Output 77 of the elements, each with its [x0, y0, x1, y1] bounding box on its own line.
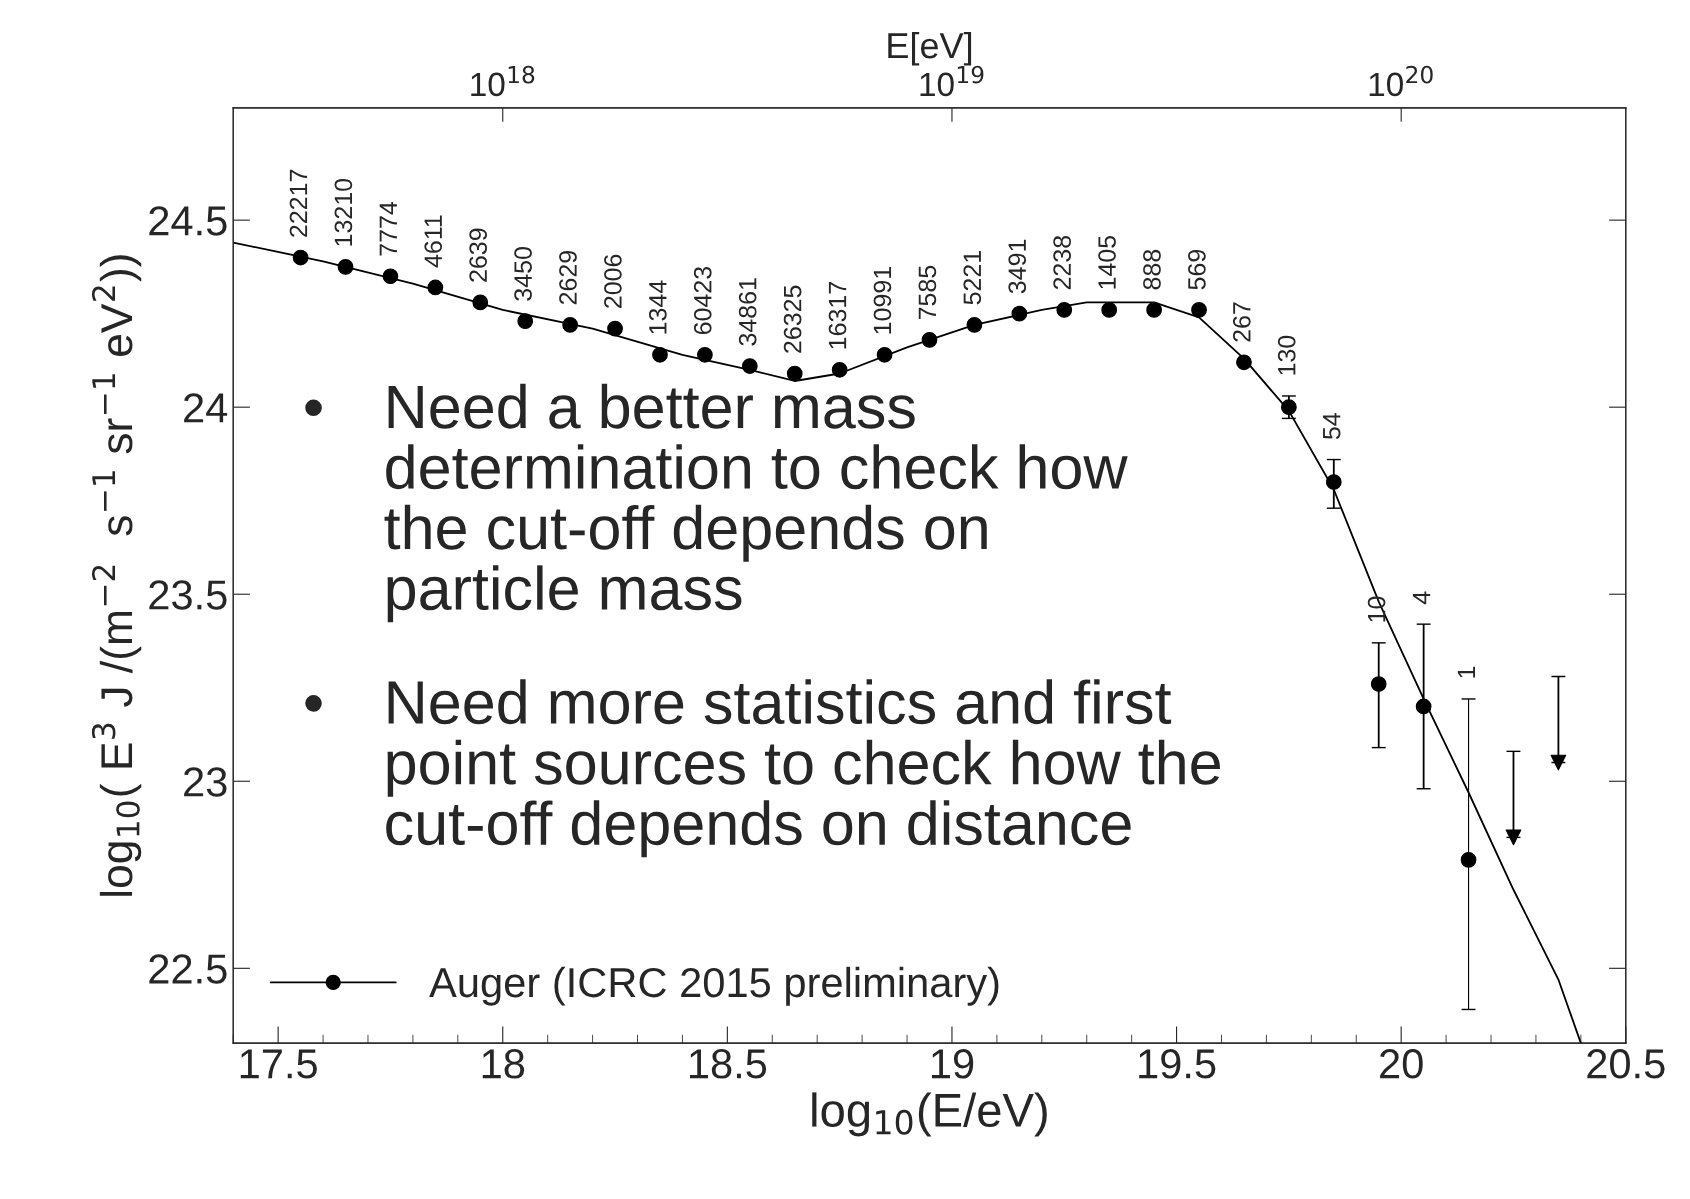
annotation: 10	[1367, 596, 1386, 622]
point	[1415, 698, 1432, 715]
point	[786, 365, 803, 382]
annotation: 888	[1143, 249, 1161, 290]
point	[1550, 754, 1567, 771]
annotation: 4	[1412, 591, 1431, 605]
x-tick-label: 17.5	[240, 1049, 317, 1079]
annotation: 2006	[604, 254, 622, 308]
annotation: 2639	[469, 228, 487, 282]
annotation: • Need a better mass determination to check how the cut-off depends on particle mass	[305, 383, 1128, 623]
annotation: • Need more statistics and first point sources to check how the cut-off depends on distance	[305, 679, 1220, 858]
point	[1505, 829, 1522, 846]
point	[741, 358, 758, 374]
x2-axis-title: E[eV]	[888, 31, 972, 66]
point	[1281, 399, 1297, 416]
x-tick-label: 19	[931, 1049, 974, 1079]
annotation: 3450	[514, 247, 532, 301]
x2-tick-label: 10$^{19}$	[920, 65, 984, 97]
x-tick-label: 20	[1380, 1049, 1423, 1079]
annotation: 16317	[828, 282, 847, 349]
point	[1325, 474, 1342, 490]
annotation: 7585	[918, 265, 937, 320]
point	[652, 346, 668, 363]
point	[517, 313, 534, 330]
point	[831, 361, 848, 378]
point	[1236, 354, 1252, 371]
annotation: 54	[1323, 413, 1341, 440]
y-tick-label: 23.5	[149, 580, 227, 610]
annotation: 1	[1457, 666, 1476, 678]
point	[697, 346, 713, 363]
point	[337, 259, 354, 275]
point	[1011, 305, 1028, 322]
text: log$_{10}$( E$^{3}$ J /(m$^{−2}$ s$^{−1}$ sr$^{−1}$ eV$^{2}$))	[91, 255, 142, 896]
x2-tick-label: 10$^{20}$	[1369, 65, 1433, 97]
annotation: 10991	[873, 267, 892, 334]
point	[1191, 302, 1207, 318]
annotation: 22217	[289, 169, 308, 237]
x2-tick-label: 10$^{18}$	[471, 65, 535, 97]
x-tick-label: 18	[482, 1049, 525, 1079]
legend-label: Auger (ICRC 2015 preliminary)	[429, 966, 999, 1006]
annotation: 267	[1232, 302, 1251, 342]
y-tick-label: 24.5	[149, 206, 227, 236]
x-tick-label: 18.5	[689, 1049, 767, 1079]
point	[292, 249, 309, 266]
annotation: 5221	[963, 251, 982, 305]
annotation: 34861	[738, 278, 757, 346]
point	[966, 317, 983, 333]
annotation: 3491	[1008, 239, 1027, 294]
point	[876, 346, 893, 363]
point	[1460, 851, 1477, 868]
point	[472, 294, 489, 311]
y-tick-label: 23	[184, 767, 227, 797]
x-axis-title: log$_{10}$(E/eV)	[812, 1092, 1047, 1137]
point	[427, 279, 444, 296]
point	[1146, 302, 1162, 318]
y-tick-label: 24	[184, 393, 228, 423]
x-tick-label: 20.5	[1587, 1049, 1665, 1079]
annotation: 4611	[424, 215, 443, 268]
annotation: 2238	[1053, 235, 1071, 290]
annotation: 13210	[334, 178, 353, 246]
y-tick-label: 22.5	[149, 954, 227, 984]
point	[382, 268, 399, 285]
annotation: 569	[1188, 249, 1206, 290]
annotation: 60423	[693, 266, 712, 335]
annotation: 1344	[648, 280, 667, 334]
point	[1056, 302, 1073, 318]
annotation: 130	[1277, 335, 1296, 375]
point	[562, 317, 578, 333]
annotation: 1405	[1098, 235, 1116, 289]
point	[1101, 302, 1118, 318]
point	[1370, 676, 1387, 692]
point	[607, 320, 623, 337]
annotation: 26325	[783, 285, 802, 353]
x-tick-label: 19.5	[1139, 1049, 1216, 1079]
point	[921, 331, 938, 348]
annotation: 7774	[379, 201, 397, 256]
annotation: 2629	[559, 251, 577, 305]
